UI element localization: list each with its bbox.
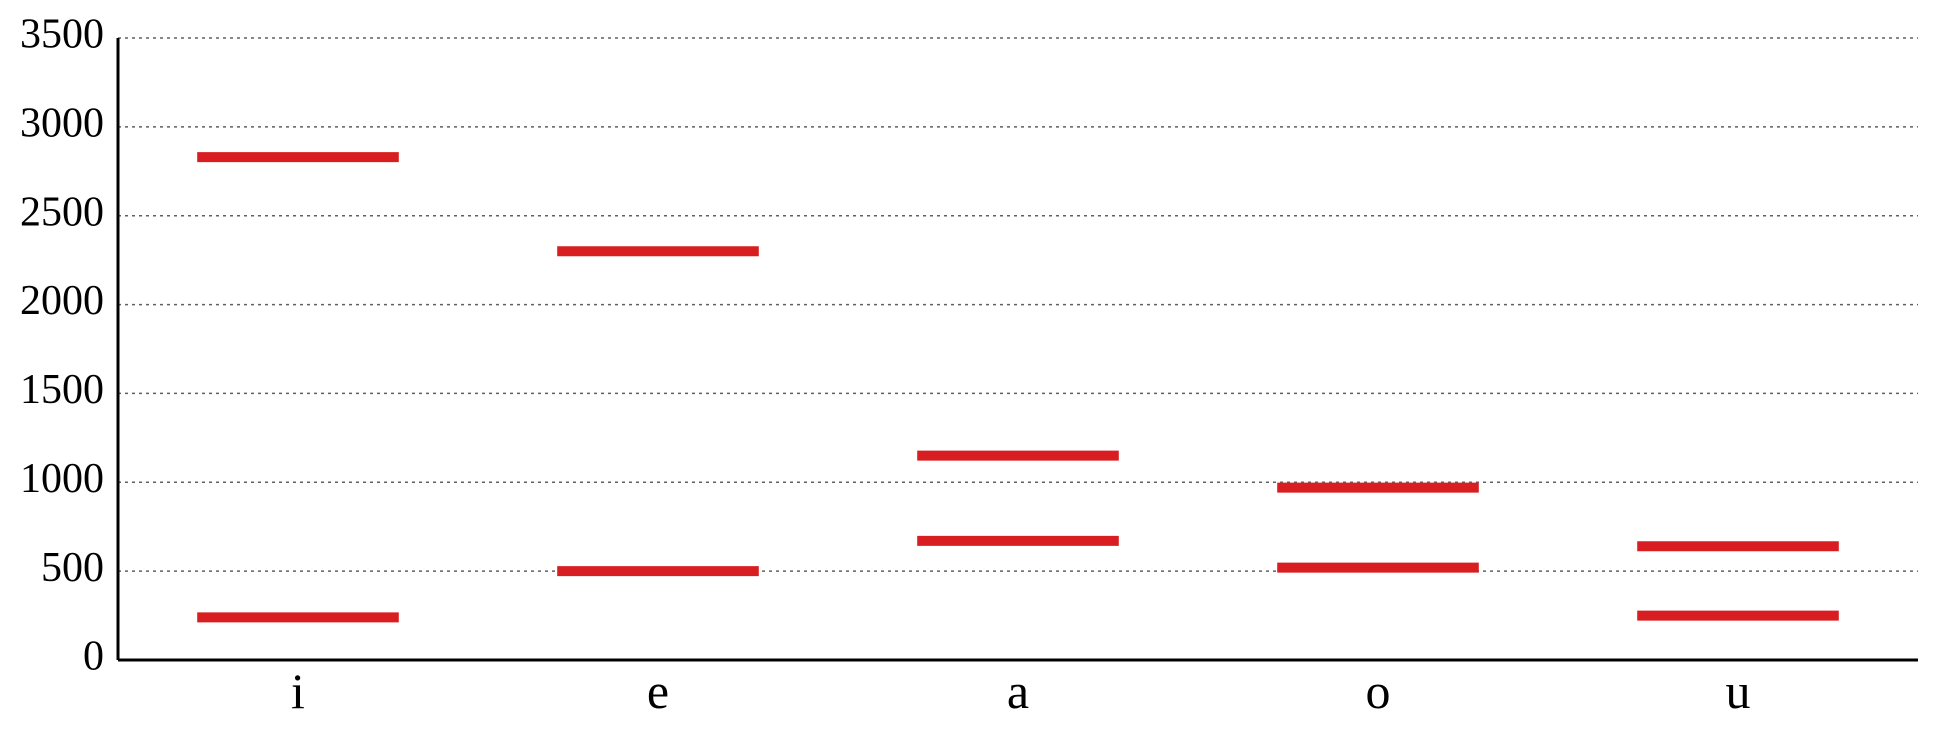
- chart-svg: 0 500 1000 1500 2000 2500 3000 3500 i e a o u: [0, 0, 1950, 750]
- y-tick-label: 3500: [20, 12, 104, 58]
- x-tick-label-i: i: [291, 663, 305, 719]
- x-tick-label-a: a: [1007, 663, 1029, 719]
- y-tick-label: 0: [83, 634, 104, 680]
- y-tick-label: 2000: [20, 278, 104, 324]
- x-tick-label-u: u: [1726, 663, 1751, 719]
- y-tick-label: 2500: [20, 189, 104, 235]
- formant-chart: 0 500 1000 1500 2000 2500 3000 3500 i e a o u: [0, 0, 1950, 750]
- y-tick-label: 1500: [20, 367, 104, 413]
- x-tick-label-o: o: [1366, 663, 1391, 719]
- y-tick-label: 500: [41, 545, 104, 591]
- y-tick-label: 1000: [20, 456, 104, 502]
- y-tick-label: 3000: [20, 100, 104, 146]
- x-tick-label-e: e: [647, 663, 669, 719]
